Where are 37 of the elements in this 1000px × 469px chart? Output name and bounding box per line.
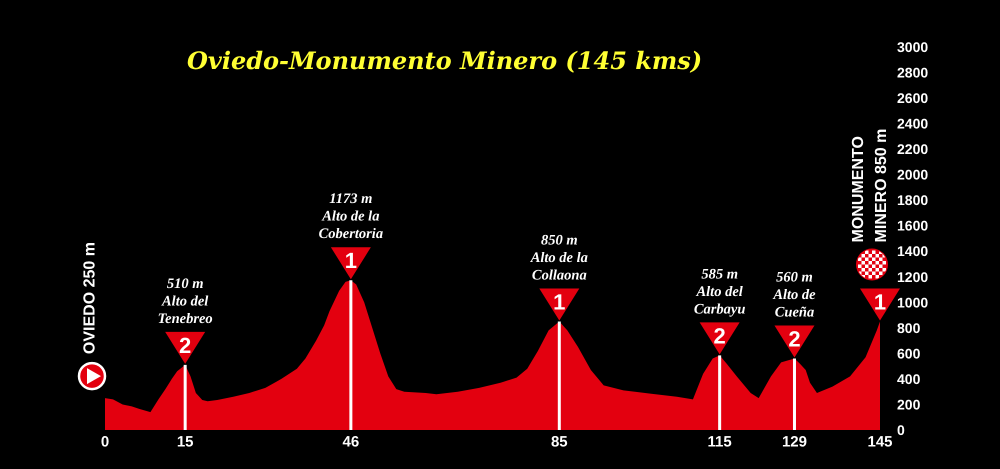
y-tick-label: 800 bbox=[897, 320, 921, 336]
y-tick-label: 1200 bbox=[897, 268, 928, 285]
y-tick-label: 2800 bbox=[897, 64, 928, 81]
x-tick-label: 0 bbox=[100, 434, 110, 451]
annotation: 1173 m Alto de la Cobertoria bbox=[318, 191, 384, 242]
y-tick-label: 2000 bbox=[897, 166, 928, 183]
annotation: 2 bbox=[788, 326, 801, 352]
x-tick-label: 15 bbox=[176, 434, 194, 451]
text: OVIEDO 250 m bbox=[82, 242, 98, 354]
annotation: 2 bbox=[714, 322, 726, 348]
y-tick-label: 0 bbox=[897, 422, 905, 438]
annotation: 585 m Alto del Carbayu bbox=[694, 266, 746, 318]
chart-title: Oviedo-Monumento Minero (145 kms) bbox=[187, 45, 702, 77]
y-tick-label: 600 bbox=[897, 345, 921, 362]
x-tick-label: 115 bbox=[708, 434, 732, 451]
y-tick-label: 400 bbox=[897, 370, 921, 387]
x-tick-label: 85 bbox=[550, 434, 568, 451]
annotation: 2 bbox=[179, 332, 192, 358]
annotation: 1 bbox=[553, 288, 566, 314]
y-tick-label: 1400 bbox=[897, 243, 928, 260]
y-tick-label: 2600 bbox=[897, 90, 928, 106]
y-tick-label: 200 bbox=[897, 396, 921, 412]
y-tick-label: 1600 bbox=[897, 218, 928, 234]
annotation: 1 bbox=[874, 288, 886, 314]
annotation: 850 m Alto de la Collaona bbox=[530, 232, 588, 284]
x-tick-label: 46 bbox=[342, 434, 360, 451]
y-tick-label: 3000 bbox=[897, 38, 928, 55]
y-tick-label: 2400 bbox=[897, 116, 928, 132]
x-tick-label: 129 bbox=[782, 434, 807, 451]
annotation: 510 m Alto del Tenebreo bbox=[158, 276, 213, 327]
annotation: MONUMENTO MINERO 850 m bbox=[850, 128, 890, 242]
y-tick-label: 1800 bbox=[897, 192, 928, 208]
annotation: 1 bbox=[344, 248, 357, 273]
x-tick-label: 145 bbox=[867, 434, 893, 451]
y-tick-label: 2200 bbox=[897, 141, 928, 158]
annotation: 560 m Alto de Cueña bbox=[772, 270, 816, 321]
y-tick-label: 1000 bbox=[897, 294, 928, 310]
